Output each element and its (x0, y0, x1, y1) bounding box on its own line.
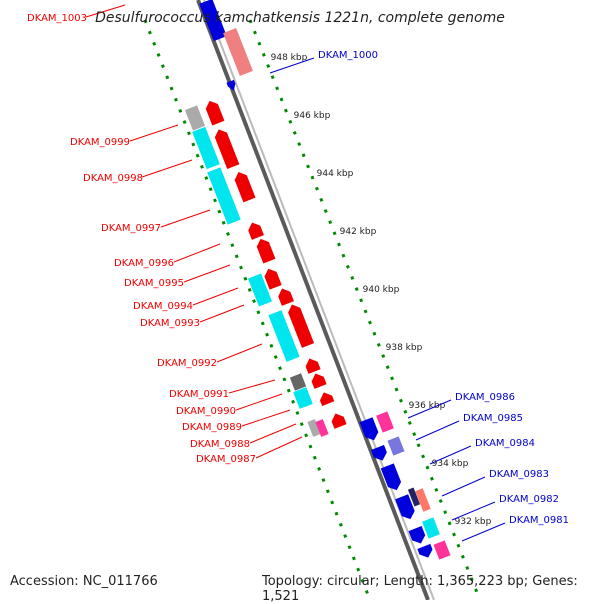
gene-leader-line (141, 159, 193, 178)
gene-leader-line (199, 304, 245, 323)
red-gene-arrow[interactable] (303, 356, 321, 374)
gene-leader-line (192, 287, 239, 306)
purple-gene-block[interactable] (387, 436, 405, 456)
red-gene-arrow[interactable] (246, 220, 264, 240)
red-gene-arrow[interactable] (232, 170, 256, 203)
gene-label-dkam_1000[interactable]: DKAM_1000 (318, 50, 378, 61)
gene-label-dkam_0986[interactable]: DKAM_0986 (455, 392, 515, 403)
cyan-gene-block[interactable] (293, 387, 313, 409)
gene-leader-line (269, 57, 315, 74)
gene-leader-line (160, 209, 211, 228)
gene-label-dkam_0998[interactable]: DKAM_0998 (83, 173, 143, 184)
gene-leader-line (461, 522, 506, 542)
red-gene-arrow[interactable] (262, 266, 282, 290)
ruler-tick-label: 932 kbp (455, 517, 492, 527)
gene-label-dkam_0982[interactable]: DKAM_0982 (499, 494, 559, 505)
gene-leader-line (441, 476, 486, 497)
gene-label-dkam_0985[interactable]: DKAM_0985 (463, 413, 523, 424)
gene-leader-line (255, 436, 303, 459)
red-gene-arrow[interactable] (329, 411, 347, 429)
red-gene-arrow[interactable] (276, 286, 294, 306)
genome-backbone (196, 0, 430, 601)
gene-leader-line (228, 379, 276, 394)
gene-leader-line (216, 343, 263, 363)
blue-gene-arrow[interactable] (417, 543, 434, 560)
left-ruler-line (143, 19, 372, 601)
gene-leader-line (249, 423, 297, 444)
gene-label-dkam_0999[interactable]: DKAM_0999 (70, 137, 130, 148)
salmon-gene-block[interactable] (415, 488, 431, 512)
right-ruler-line (248, 19, 482, 601)
gene-label-dkam_0996[interactable]: DKAM_0996 (114, 258, 174, 269)
red-gene-arrow[interactable] (286, 302, 315, 348)
gray-gene-block[interactable] (289, 373, 307, 391)
gene-label-dkam_0989[interactable]: DKAM_0989 (182, 422, 242, 433)
gene-label-dkam_0992[interactable]: DKAM_0992 (157, 358, 217, 369)
gene-leader-line (415, 420, 460, 441)
cyan-gene-block[interactable] (207, 167, 241, 225)
blue-gene-arrow[interactable] (380, 463, 404, 492)
red-gene-arrow[interactable] (213, 127, 240, 169)
cyan-gene-block[interactable] (422, 517, 440, 539)
gene-label-dkam_0993[interactable]: DKAM_0993 (140, 318, 200, 329)
blue-gene-arrow[interactable] (359, 417, 380, 443)
cyan-gene-block[interactable] (192, 126, 220, 170)
gene-leader-line (129, 124, 179, 142)
gene-label-dkam_0984[interactable]: DKAM_0984 (475, 438, 535, 449)
gene-leader-line (429, 445, 472, 465)
gray-gene-block[interactable] (307, 419, 321, 437)
blue-gene-arrow[interactable] (370, 444, 389, 463)
gene-block[interactable] (199, 0, 227, 42)
red-gene-arrow[interactable] (204, 98, 225, 126)
gene-label-dkam_0997[interactable]: DKAM_0997 (101, 223, 161, 234)
cyan-gene-block[interactable] (248, 273, 272, 307)
gene-label-dkam_0994[interactable]: DKAM_0994 (133, 301, 193, 312)
magenta-gene-block[interactable] (315, 419, 329, 437)
gene-block[interactable] (223, 28, 253, 76)
red-gene-arrow[interactable] (318, 390, 335, 406)
accession-label: Accession: NC_011766 (10, 574, 158, 589)
ruler-tick-label: 942 kbp (340, 227, 377, 237)
gene-label-dkam_0983[interactable]: DKAM_0983 (489, 469, 549, 480)
gene-leader-line (241, 409, 291, 427)
ruler-tick-label: 936 kbp (409, 401, 446, 411)
gene-label-dkam_0995[interactable]: DKAM_0995 (124, 278, 184, 289)
gene-block[interactable] (226, 79, 237, 92)
magenta-gene-block[interactable] (376, 411, 394, 433)
blue-gene-arrow[interactable] (408, 525, 428, 546)
cyan-gene-block[interactable] (268, 310, 300, 362)
blue-gene-arrow[interactable] (395, 494, 417, 521)
gene-leader-line (173, 243, 221, 263)
ruler-tick-label: 944 kbp (317, 169, 354, 179)
genome-title: Desulfurococcus kamchatkensis 1221n, com… (95, 10, 505, 26)
dark-gene-block[interactable] (407, 487, 421, 507)
red-gene-arrow[interactable] (309, 371, 327, 389)
ruler-tick-label: 940 kbp (363, 285, 400, 295)
ruler-tick-label: 948 kbp (271, 53, 308, 63)
gene-leader-line (183, 264, 231, 283)
gene-leader-line (85, 4, 126, 18)
ruler-tick-label: 946 kbp (294, 111, 331, 121)
gene-label-dkam_1003[interactable]: DKAM_1003 (27, 13, 87, 24)
gene-label-dkam_0990[interactable]: DKAM_0990 (176, 406, 236, 417)
gene-label-dkam_0981[interactable]: DKAM_0981 (509, 515, 569, 526)
gene-label-dkam_0987[interactable]: DKAM_0987 (196, 454, 256, 465)
gene-leader-line (235, 393, 283, 411)
gray-gene-block[interactable] (184, 105, 206, 131)
gene-leader-line (407, 399, 452, 419)
gene-label-dkam_0991[interactable]: DKAM_0991 (169, 389, 229, 400)
gene-label-dkam_0988[interactable]: DKAM_0988 (190, 439, 250, 450)
gene-leader-line (451, 501, 496, 521)
ruler-tick-label: 934 kbp (432, 459, 469, 469)
ruler-tick-label: 938 kbp (386, 343, 423, 353)
red-gene-arrow[interactable] (255, 236, 276, 264)
magenta-gene-block[interactable] (433, 540, 451, 560)
